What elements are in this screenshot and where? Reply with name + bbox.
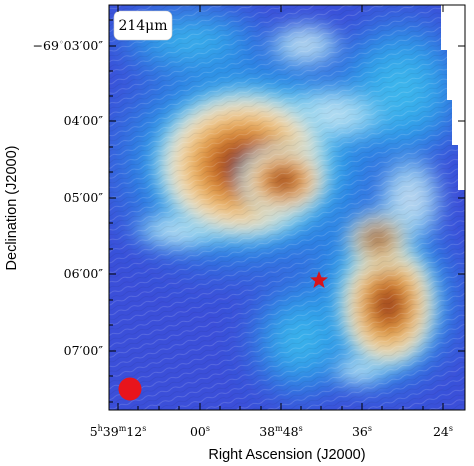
y-tick-label: 05′00″ <box>64 190 104 205</box>
beam-circle <box>118 377 142 401</box>
no-data-region <box>441 5 465 190</box>
x-tick-label: 00s <box>190 424 210 439</box>
polarization-streaks <box>109 5 465 410</box>
axis-ticks <box>109 5 465 410</box>
x-tick-label: 36s <box>352 424 372 439</box>
y-tick-label: 07′00″ <box>64 343 104 358</box>
y-tick-label: 04′00″ <box>64 113 104 128</box>
y-tick-labels: −69◦03′00″ 04′00″ 05′00″ 06′00″ 07′00″ <box>33 38 104 358</box>
x-axis-title: Right Ascension (J2000) <box>208 447 365 463</box>
x-tick-label: 5h39m12s <box>90 424 147 439</box>
intensity-map <box>109 5 465 410</box>
y-tick-label: 06′00″ <box>64 266 104 281</box>
star-marker <box>310 271 328 288</box>
plot-frame <box>108 4 466 411</box>
x-tick-label: 38m48s <box>259 424 303 439</box>
y-axis-title: Declination (J2000) <box>4 146 20 271</box>
x-tick-labels: 5h39m12s 00s 38m48s 36s 24s <box>90 424 453 439</box>
y-tick-label: −69◦03′00″ <box>33 38 104 53</box>
band-label-box: 214μm <box>113 10 173 41</box>
band-label: 214μm <box>118 18 167 34</box>
x-tick-label: 24s <box>433 424 453 439</box>
